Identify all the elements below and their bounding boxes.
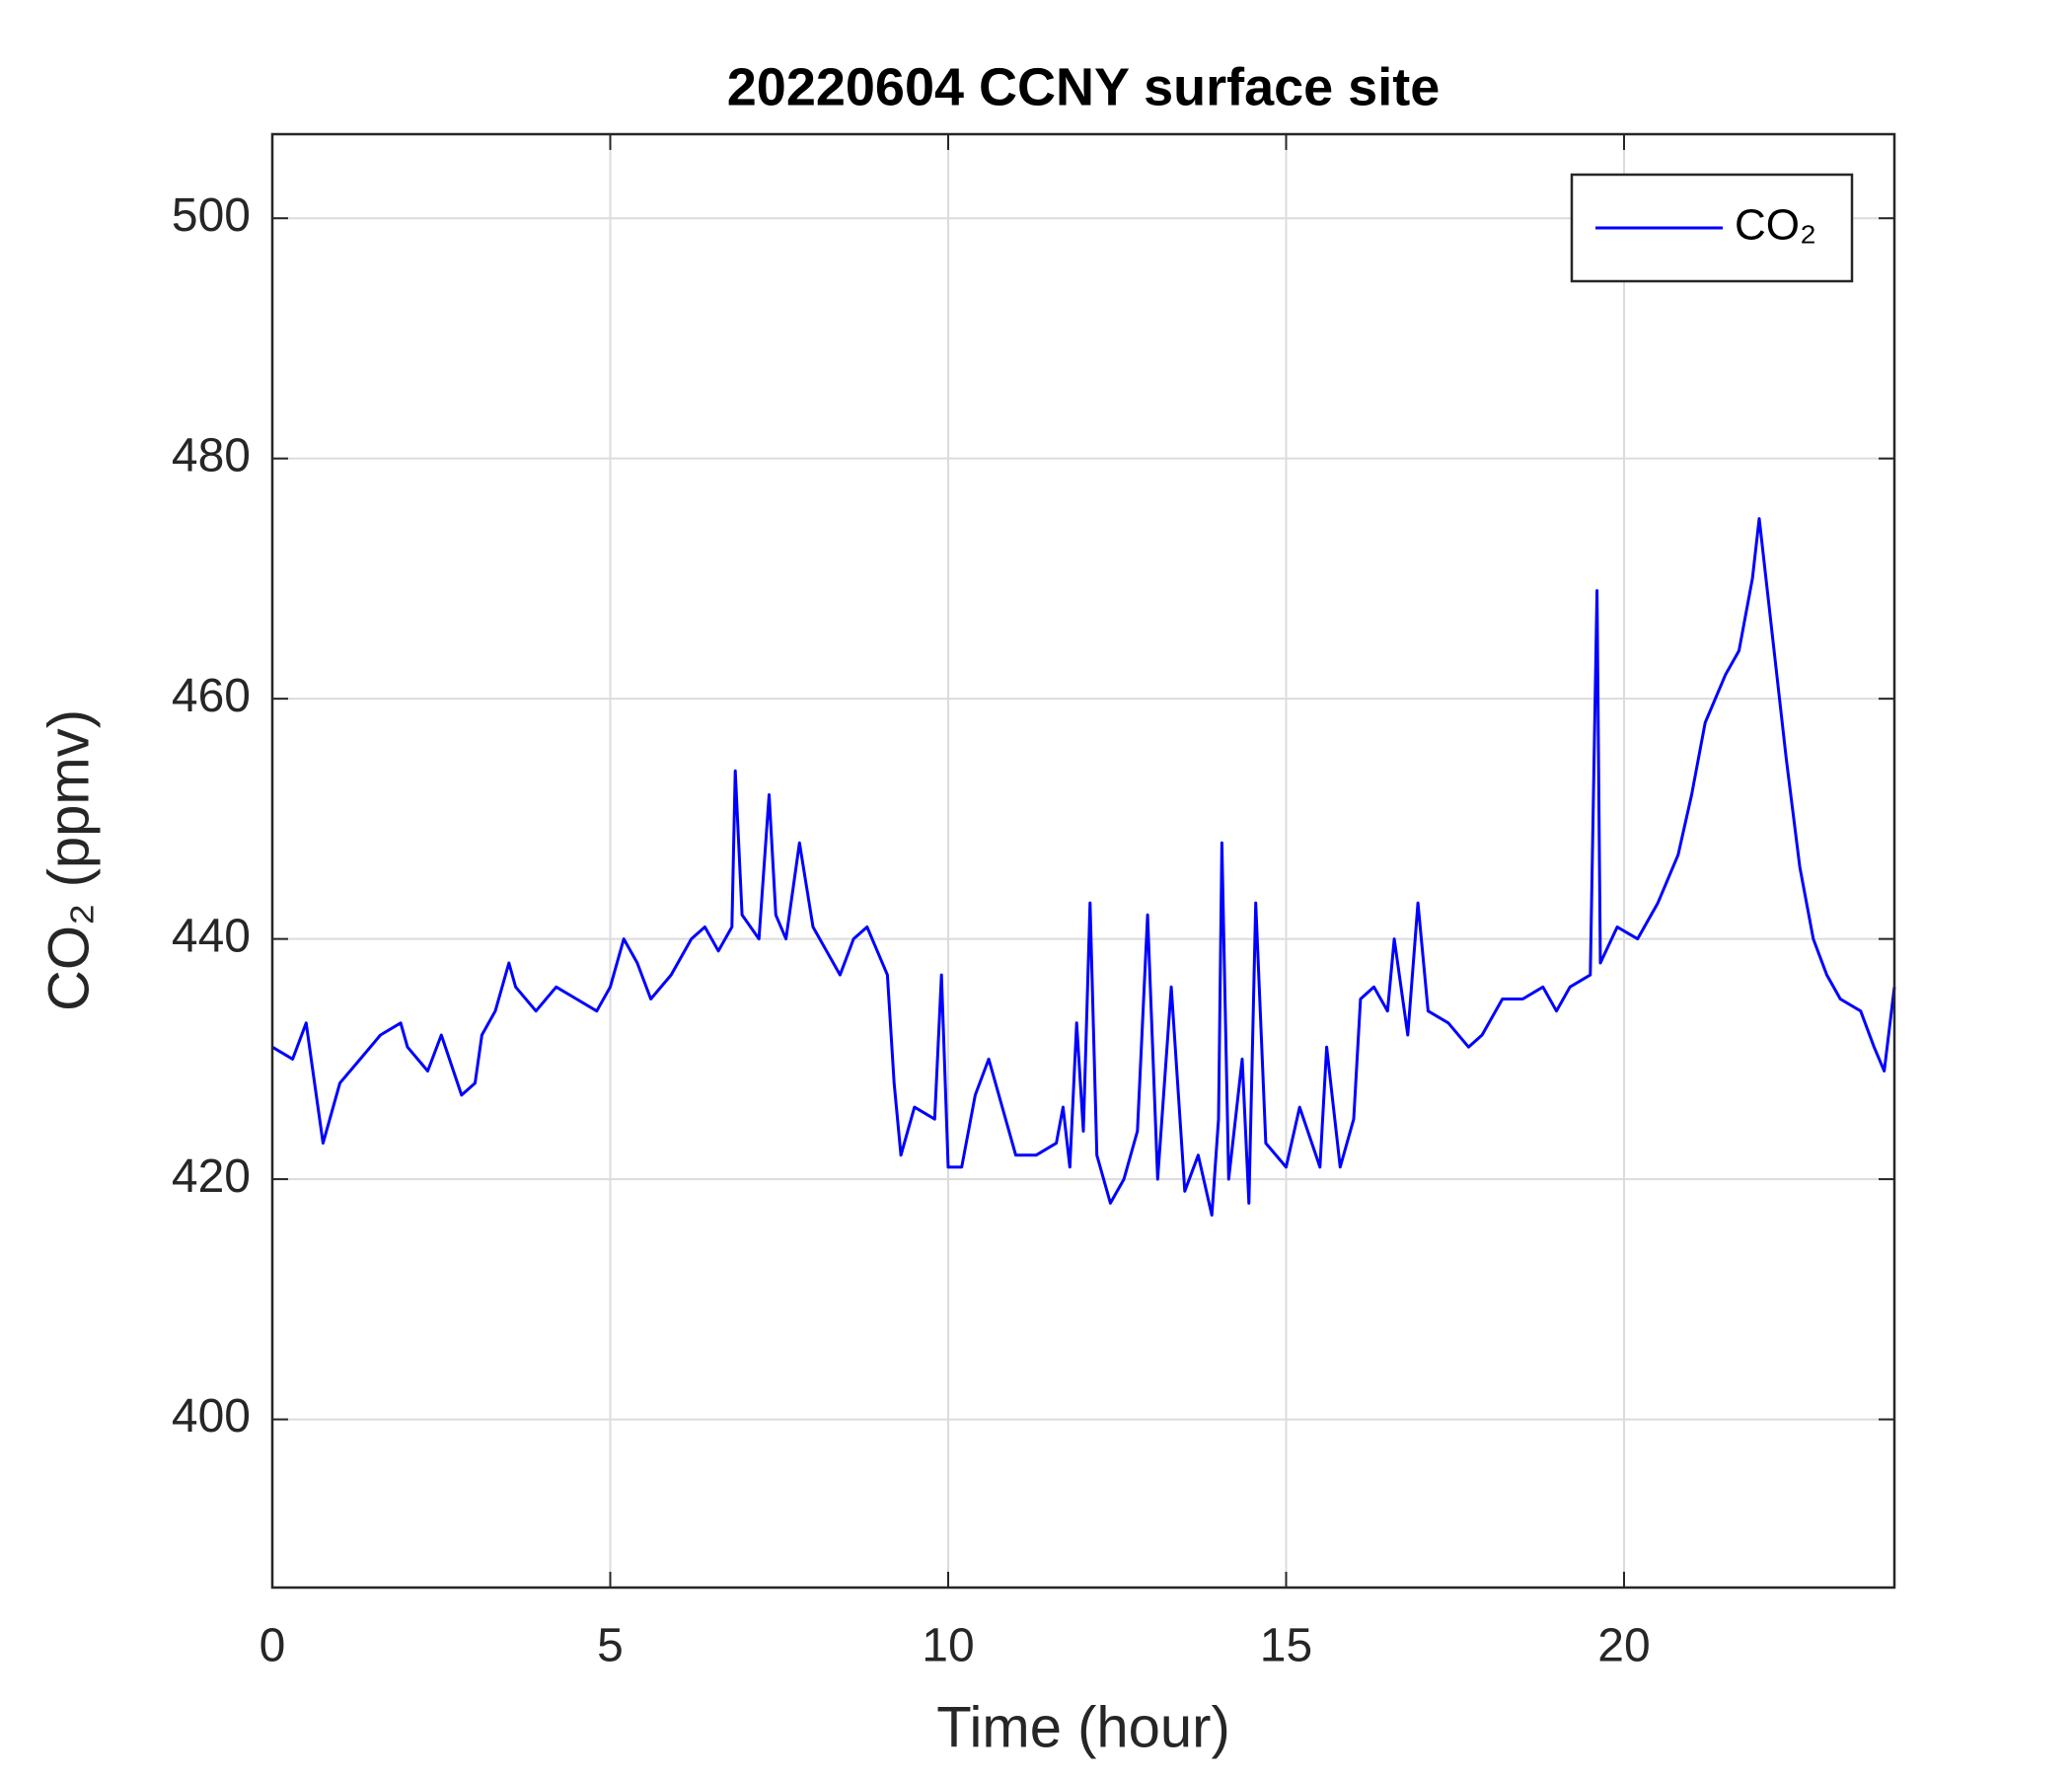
y-tick-label: 440 bbox=[172, 910, 251, 962]
y-axis-label: CO₂ (ppmv) bbox=[37, 709, 101, 1011]
x-tick-label: 20 bbox=[1597, 1620, 1650, 1672]
x-axis-label: Time (hour) bbox=[936, 1695, 1230, 1759]
y-tick-label: 480 bbox=[172, 429, 251, 481]
plot-area bbox=[272, 134, 1894, 1588]
y-tick-label: 500 bbox=[172, 189, 251, 242]
x-tick-label: 5 bbox=[597, 1620, 624, 1672]
x-tick-label: 0 bbox=[259, 1620, 286, 1672]
y-tick-label: 420 bbox=[172, 1150, 251, 1203]
chart-title: 20220604 CCNY surface site bbox=[727, 57, 1440, 116]
x-tick-label: 15 bbox=[1260, 1620, 1312, 1672]
y-tick-label: 460 bbox=[172, 670, 251, 722]
plot-frame bbox=[270, 132, 1896, 1590]
y-tick-label: 400 bbox=[172, 1390, 251, 1443]
legend-label: CO₂ bbox=[1735, 201, 1816, 250]
data-line bbox=[271, 517, 1896, 1218]
x-tick-label: 10 bbox=[922, 1620, 974, 1672]
